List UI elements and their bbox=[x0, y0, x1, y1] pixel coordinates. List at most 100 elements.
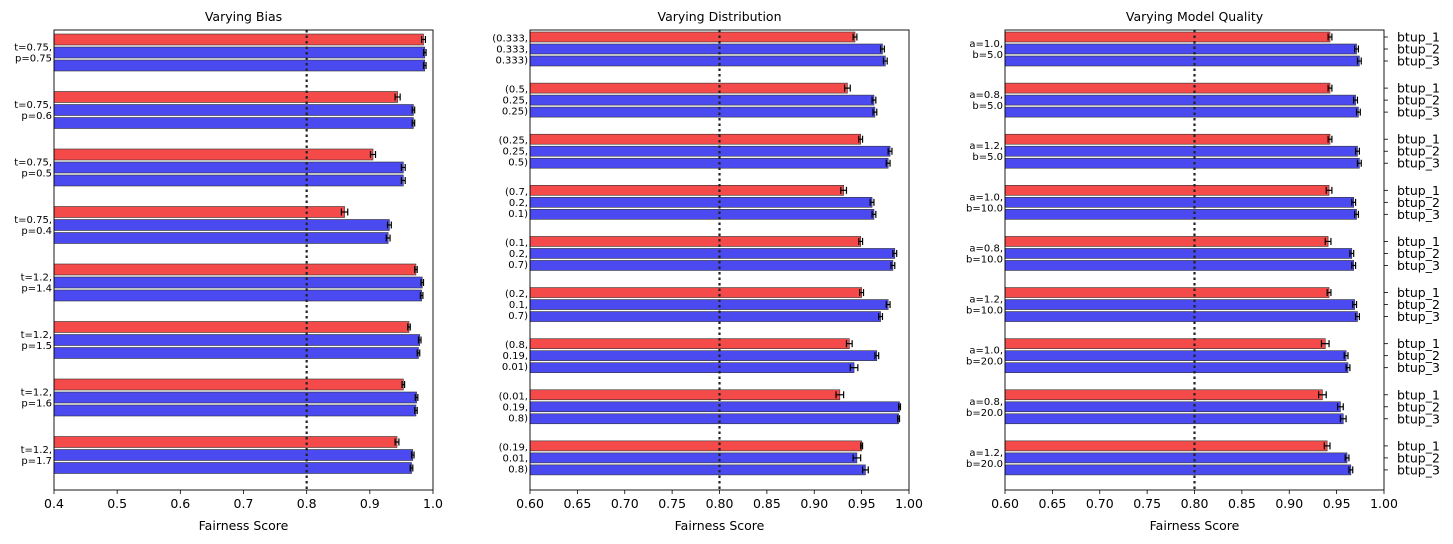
series-label: btup_1 bbox=[1397, 81, 1440, 96]
bar bbox=[53, 334, 421, 346]
group-label: 0.8) bbox=[508, 464, 528, 475]
series-label: btup_3 bbox=[1397, 207, 1440, 222]
bar bbox=[529, 197, 873, 208]
group-label: 0.25, bbox=[503, 96, 528, 107]
x-axis-label: Fairness Score bbox=[675, 518, 765, 533]
x-tick-label: 0.7 bbox=[234, 496, 254, 511]
group-label: p=1.6 bbox=[21, 399, 52, 410]
x-tick-label: 0.95 bbox=[848, 496, 876, 511]
bar bbox=[1004, 413, 1344, 425]
x-tick-label: 0.70 bbox=[1086, 496, 1114, 511]
bar bbox=[53, 59, 426, 72]
series-label: btup_2 bbox=[1397, 195, 1440, 210]
x-axis-label: Fairness Score bbox=[1150, 518, 1240, 533]
bar bbox=[529, 464, 866, 476]
group-label: (0.1, bbox=[505, 238, 528, 249]
bar bbox=[53, 378, 404, 391]
bar bbox=[529, 287, 862, 298]
bar bbox=[53, 449, 414, 461]
bar bbox=[53, 206, 345, 218]
group-label: t=1.2, bbox=[21, 388, 52, 399]
group-label: t=1.2, bbox=[21, 273, 52, 284]
group-label: 0.333, bbox=[496, 45, 528, 56]
group-label: (0.5, bbox=[505, 85, 528, 96]
series-label: btup_1 bbox=[1397, 387, 1440, 402]
bar bbox=[529, 31, 856, 43]
bar bbox=[529, 145, 891, 157]
bar bbox=[53, 436, 398, 448]
bar bbox=[53, 33, 424, 46]
x-tick-label: 1.00 bbox=[895, 496, 923, 511]
bar bbox=[1004, 287, 1330, 298]
group-label: p=1.5 bbox=[21, 341, 52, 352]
group-label: (0.2, bbox=[505, 289, 528, 300]
series-label: btup_3 bbox=[1397, 309, 1440, 324]
group-label: t=0.75, bbox=[14, 100, 52, 111]
series-label: btup_3 bbox=[1397, 258, 1440, 273]
group-label: (0.25, bbox=[499, 136, 528, 147]
series-label: btup_1 bbox=[1397, 30, 1440, 45]
group-label: b=5.0 bbox=[972, 50, 1003, 61]
x-tick-label: 0.4 bbox=[44, 496, 64, 511]
x-tick-label: 0.80 bbox=[1181, 496, 1209, 511]
group-label: a=1.0, bbox=[969, 346, 1003, 357]
group-label: p=1.7 bbox=[21, 456, 52, 467]
group-label: b=20.0 bbox=[966, 459, 1003, 470]
bar bbox=[529, 350, 878, 361]
group-label: 0.19, bbox=[503, 351, 528, 362]
x-tick-label: 0.85 bbox=[1228, 496, 1256, 511]
group-label: (0.19, bbox=[499, 442, 528, 453]
bar bbox=[1004, 209, 1357, 220]
group-label: 0.333) bbox=[495, 56, 528, 67]
bar bbox=[1004, 82, 1331, 94]
bar bbox=[529, 401, 900, 413]
bar bbox=[529, 94, 875, 106]
bar bbox=[53, 174, 404, 187]
group-label: b=10.0 bbox=[966, 203, 1003, 214]
bar bbox=[1004, 440, 1328, 452]
bar bbox=[53, 104, 414, 116]
x-tick-label: 0.75 bbox=[1133, 496, 1161, 511]
series-label: btup_3 bbox=[1397, 156, 1440, 171]
bar bbox=[1004, 362, 1349, 373]
series-label: btup_2 bbox=[1397, 297, 1440, 312]
x-tick-label: 0.80 bbox=[706, 496, 734, 511]
x-tick-label: 1.00 bbox=[1370, 496, 1398, 511]
bar bbox=[1004, 185, 1330, 196]
group-label: 0.01) bbox=[502, 362, 528, 373]
chart-panel-varying-distribution: Varying Distribution (0.333,0.333,0.333) (… bbox=[492, 9, 923, 533]
bar bbox=[1004, 133, 1331, 145]
group-label: (0.333, bbox=[492, 34, 528, 45]
group-label: p=0.75 bbox=[15, 54, 52, 65]
group-label: b=10.0 bbox=[966, 254, 1003, 265]
group-label: 0.25, bbox=[503, 147, 528, 158]
x-tick-label: 0.90 bbox=[800, 496, 828, 511]
chart-title: Varying Bias bbox=[205, 9, 282, 24]
bar bbox=[529, 106, 876, 118]
bar bbox=[53, 148, 374, 161]
series-label: btup_3 bbox=[1397, 462, 1440, 477]
bar bbox=[53, 276, 423, 289]
series-label: btup_1 bbox=[1397, 132, 1440, 147]
group-label: (0.7, bbox=[505, 187, 528, 198]
bar bbox=[1004, 350, 1347, 361]
bar bbox=[53, 404, 417, 417]
group-label: 0.5) bbox=[508, 158, 528, 169]
group-label: 0.7) bbox=[508, 260, 528, 271]
series-label: btup_2 bbox=[1397, 42, 1440, 57]
bar bbox=[529, 440, 862, 452]
group-label: a=1.2, bbox=[969, 295, 1003, 306]
chart-title: Varying Distribution bbox=[657, 9, 781, 24]
group-label: 0.25) bbox=[502, 107, 528, 118]
series-label: btup_2 bbox=[1397, 144, 1440, 159]
x-tick-label: 0.85 bbox=[753, 496, 781, 511]
x-tick-label: 0.75 bbox=[658, 496, 686, 511]
bar bbox=[1004, 401, 1341, 413]
bar bbox=[529, 43, 883, 55]
bar bbox=[529, 133, 861, 145]
group-label: a=0.8, bbox=[969, 243, 1003, 254]
bar bbox=[529, 299, 889, 310]
group-label: (0.8, bbox=[505, 340, 528, 351]
x-tick-label: 0.9 bbox=[360, 496, 380, 511]
